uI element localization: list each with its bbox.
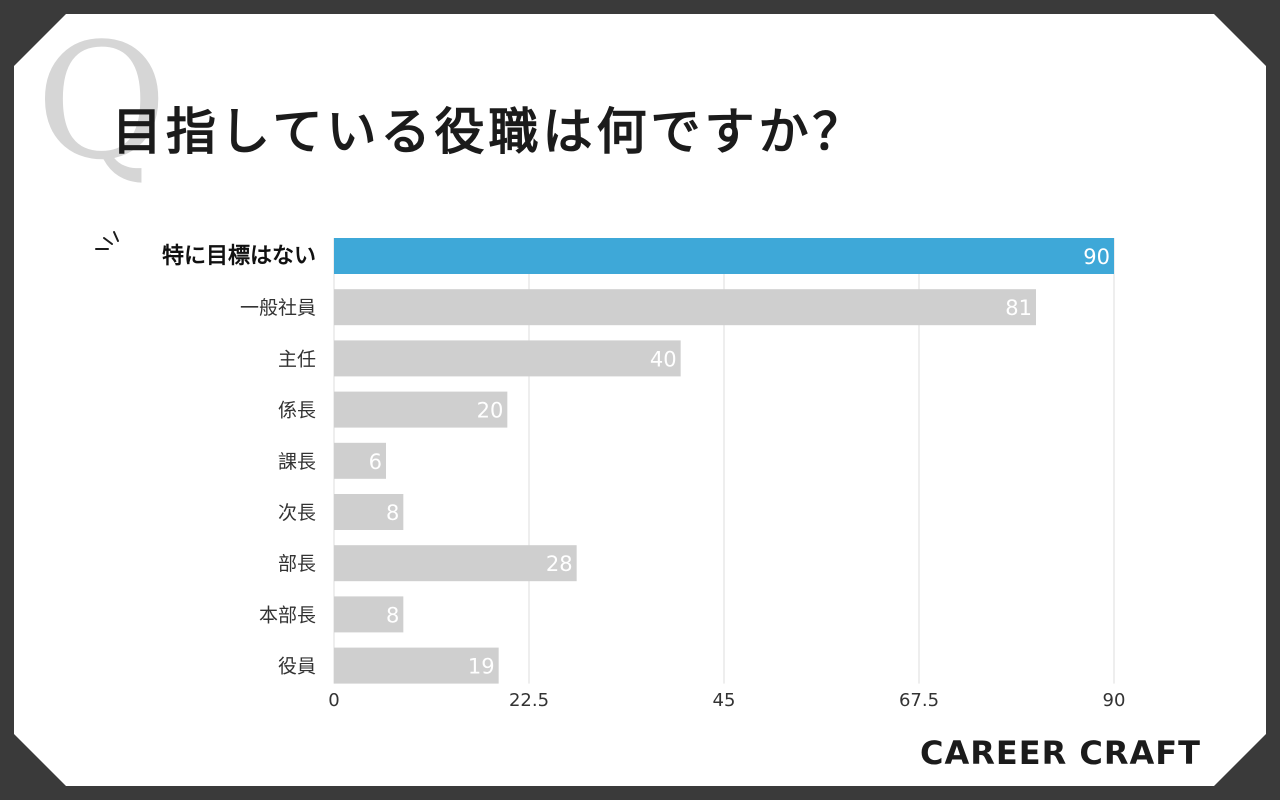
bar — [334, 238, 1114, 274]
category-label: 役員 — [278, 656, 316, 678]
category-label: 主任 — [278, 348, 316, 370]
q-mark: Q — [36, 8, 168, 195]
x-tick-label: 45 — [713, 690, 736, 711]
x-tick-label: 0 — [328, 690, 339, 711]
bar — [334, 494, 404, 530]
category-label: 次長 — [278, 502, 316, 524]
bar — [334, 596, 404, 633]
category-label: 本部長 — [259, 604, 316, 626]
bar — [334, 647, 499, 684]
category-label: 課長 — [278, 451, 316, 473]
category-label: 特に目標はない — [162, 243, 316, 269]
bar-value-label: 8 — [386, 603, 399, 627]
bar-value-label: 81 — [1005, 296, 1032, 320]
page-title: 目指している役職は何ですか？ — [112, 103, 867, 161]
x-tick-label: 90 — [1103, 690, 1126, 711]
card-background — [14, 14, 1266, 786]
bar-value-label: 28 — [546, 552, 573, 576]
category-label: 係長 — [278, 400, 316, 422]
category-label: 一般社員 — [240, 297, 316, 319]
bar-value-label: 19 — [468, 655, 495, 679]
x-tick-label: 67.5 — [899, 690, 939, 711]
bar-value-label: 8 — [386, 501, 399, 525]
bar — [334, 289, 1036, 326]
brand-logo: CAREER CRAFT — [920, 734, 1201, 772]
bar — [334, 340, 681, 377]
bar — [334, 545, 577, 582]
bar — [334, 442, 386, 479]
bar-value-label: 20 — [477, 399, 504, 423]
category-label: 部長 — [278, 553, 316, 575]
bar-value-label: 40 — [650, 347, 677, 371]
bar-value-label: 90 — [1083, 245, 1110, 269]
emphasis-spark-icon — [95, 231, 119, 250]
x-tick-label: 22.5 — [509, 690, 549, 711]
bar-value-label: 6 — [369, 450, 382, 474]
bar — [334, 391, 508, 428]
